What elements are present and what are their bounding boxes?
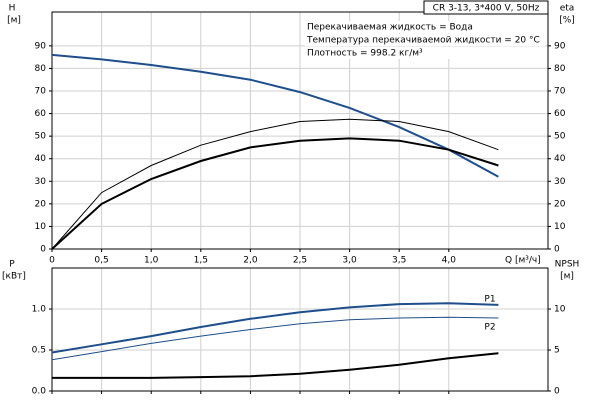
y-tick-label: 1.0 bbox=[32, 305, 47, 315]
curve bbox=[51, 316, 499, 361]
y2-axis-label: NPSH bbox=[555, 260, 580, 270]
y2-axis-label: eta bbox=[560, 4, 575, 14]
curve bbox=[51, 118, 499, 250]
y2-tick-label: 90 bbox=[554, 41, 566, 51]
y2-tick-label: 10 bbox=[554, 222, 566, 232]
y-axis-label: P bbox=[9, 260, 15, 270]
y-axis-unit: [м] bbox=[7, 16, 21, 26]
y-tick-label: 30 bbox=[35, 177, 47, 187]
y2-tick-label: 10 bbox=[554, 305, 566, 315]
x-tick-label: 0 bbox=[49, 256, 55, 266]
x-tick-label: 1,0 bbox=[144, 256, 159, 266]
x-tick-label: 4,0 bbox=[442, 256, 457, 266]
y2-tick-label: 60 bbox=[554, 109, 566, 119]
x-tick-label: 0,5 bbox=[94, 256, 108, 266]
curve bbox=[51, 302, 499, 354]
x-tick-label: 2,0 bbox=[243, 256, 258, 266]
y2-axis-unit: [м] bbox=[560, 272, 574, 282]
y-tick-label: 0.0 bbox=[32, 387, 47, 397]
y2-tick-label: 50 bbox=[554, 132, 566, 142]
curve bbox=[51, 53, 499, 178]
annotation: Температура перекачиваемой жидкости = 20… bbox=[306, 36, 540, 46]
y-tick-label: 80 bbox=[35, 64, 47, 74]
series-label: P2 bbox=[484, 323, 495, 333]
plot-frame bbox=[51, 267, 549, 392]
annotation-bg bbox=[305, 34, 545, 46]
series-label: P1 bbox=[484, 294, 495, 304]
curve bbox=[51, 137, 499, 250]
y2-tick-label: 70 bbox=[554, 87, 566, 97]
y-tick-label: 70 bbox=[35, 87, 47, 97]
annotation: Плотность = 998.2 кг/м³ bbox=[307, 49, 423, 59]
y2-tick-label: 40 bbox=[554, 154, 566, 164]
y-axis-label: H bbox=[9, 4, 16, 14]
y-tick-label: 40 bbox=[35, 154, 47, 164]
y-tick-label: 90 bbox=[35, 41, 47, 51]
y2-tick-label: 0 bbox=[554, 245, 560, 255]
y2-tick-label: 30 bbox=[554, 177, 566, 187]
y-tick-label: 60 bbox=[35, 109, 47, 119]
y-tick-label: 0 bbox=[40, 245, 46, 255]
y2-axis-unit: [%] bbox=[559, 16, 575, 26]
curve bbox=[52, 352, 499, 379]
y2-tick-label: 5 bbox=[554, 346, 560, 356]
y-tick-label: 0.5 bbox=[32, 346, 46, 356]
y-tick-label: 50 bbox=[35, 132, 47, 142]
chart-title: CR 3-13, 3*400 V, 50Hz bbox=[433, 4, 540, 14]
annotation: Перекачиваемая жидкость = Вода bbox=[307, 23, 473, 33]
y2-tick-label: 80 bbox=[554, 64, 566, 74]
plot-frame bbox=[51, 11, 549, 250]
x-tick-label: 3,0 bbox=[342, 256, 357, 266]
annotation-bg bbox=[305, 21, 545, 33]
y2-tick-label: 20 bbox=[554, 199, 566, 209]
x-tick-label: 3,5 bbox=[392, 256, 406, 266]
y-axis-unit: [кВт] bbox=[2, 272, 26, 282]
title-box bbox=[423, 0, 549, 15]
y-tick-label: 20 bbox=[35, 199, 47, 209]
x-tick-label: 1,5 bbox=[194, 256, 208, 266]
y2-tick-label: 0 bbox=[554, 387, 560, 397]
annotation-bg bbox=[305, 47, 545, 59]
x-tick-label: 2,5 bbox=[293, 256, 307, 266]
x-axis-label: Q [м³/ч] bbox=[505, 256, 541, 266]
y-tick-label: 10 bbox=[35, 222, 47, 232]
